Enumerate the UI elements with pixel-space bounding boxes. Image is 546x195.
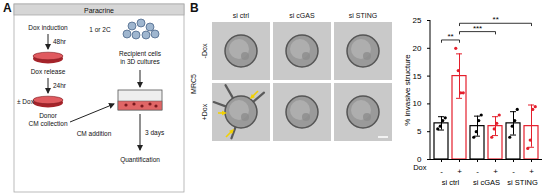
svg-text:Dox release: Dox release <box>31 68 66 75</box>
svg-text:Dox induction: Dox induction <box>28 24 68 31</box>
svg-text:CM addition: CM addition <box>77 130 112 137</box>
svg-text:5: 5 <box>417 127 422 136</box>
svg-text:CM collection: CM collection <box>28 120 67 127</box>
svg-text:3 days: 3 days <box>145 129 165 137</box>
svg-text:-Dox: -Dox <box>201 43 208 58</box>
svg-text:48hr: 48hr <box>53 38 67 45</box>
svg-text:B: B <box>190 1 199 15</box>
svg-text:A: A <box>3 1 12 15</box>
svg-text:Recipient cells: Recipient cells <box>119 50 162 58</box>
svg-text:si cGAS: si cGAS <box>473 178 500 187</box>
svg-text:24hr: 24hr <box>53 82 67 89</box>
svg-text:+: + <box>457 167 462 176</box>
svg-text:si STING: si STING <box>507 178 538 187</box>
svg-text:MRC5: MRC5 <box>190 74 197 94</box>
svg-text:***: *** <box>473 24 482 33</box>
svg-text:-: - <box>476 167 479 176</box>
svg-text:25: 25 <box>413 16 422 25</box>
svg-text:1 or 2C: 1 or 2C <box>89 26 111 33</box>
svg-text:**: ** <box>493 15 499 24</box>
svg-text:-: - <box>440 167 443 176</box>
svg-text:+Dox: +Dox <box>201 103 208 120</box>
svg-text:Dox: Dox <box>413 163 427 172</box>
svg-text:10: 10 <box>413 99 422 108</box>
svg-text:in 3D cultures: in 3D cultures <box>120 58 160 65</box>
svg-text:Donor: Donor <box>39 112 58 119</box>
svg-text:15: 15 <box>413 72 422 81</box>
svg-text:+: + <box>529 167 534 176</box>
svg-text:si ctrl: si ctrl <box>442 178 460 187</box>
svg-text:20: 20 <box>413 44 422 53</box>
svg-text:Quantification: Quantification <box>120 156 160 164</box>
svg-text:si cGAS: si cGAS <box>289 12 315 19</box>
svg-text:± Dox: ± Dox <box>17 98 35 105</box>
svg-text:si ctrl: si ctrl <box>233 12 250 19</box>
svg-text:si STING: si STING <box>349 12 377 19</box>
svg-text:+: + <box>493 167 498 176</box>
svg-text:-: - <box>512 167 515 176</box>
svg-text:**: ** <box>447 32 453 41</box>
svg-text:% invasive structure: % invasive structure <box>403 54 412 126</box>
svg-text:Paracrine: Paracrine <box>84 7 114 14</box>
svg-text:0: 0 <box>417 155 422 165</box>
